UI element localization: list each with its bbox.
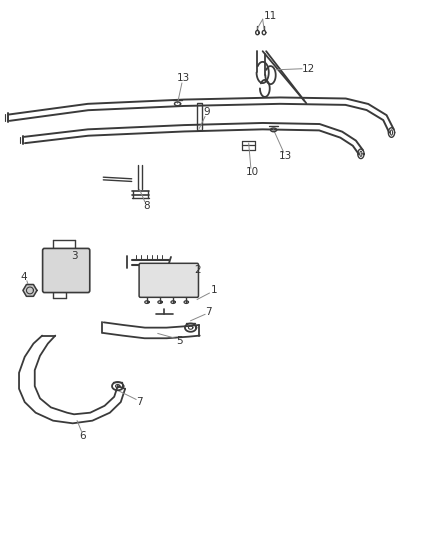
Polygon shape [23,285,37,296]
FancyBboxPatch shape [42,248,90,293]
Text: 12: 12 [302,64,315,74]
Text: 9: 9 [204,107,210,117]
Text: 11: 11 [264,11,277,21]
Text: 10: 10 [246,167,259,177]
Text: 1: 1 [210,286,217,295]
Text: 6: 6 [79,431,86,441]
FancyBboxPatch shape [139,263,198,297]
Text: 3: 3 [71,252,78,261]
Text: 13: 13 [177,73,190,83]
Text: 4: 4 [20,272,27,281]
Text: 7: 7 [136,397,143,407]
Text: 5: 5 [177,336,183,346]
Text: 2: 2 [194,265,201,275]
Text: 7: 7 [205,306,212,317]
Text: 13: 13 [279,151,292,161]
Text: 8: 8 [143,201,150,211]
